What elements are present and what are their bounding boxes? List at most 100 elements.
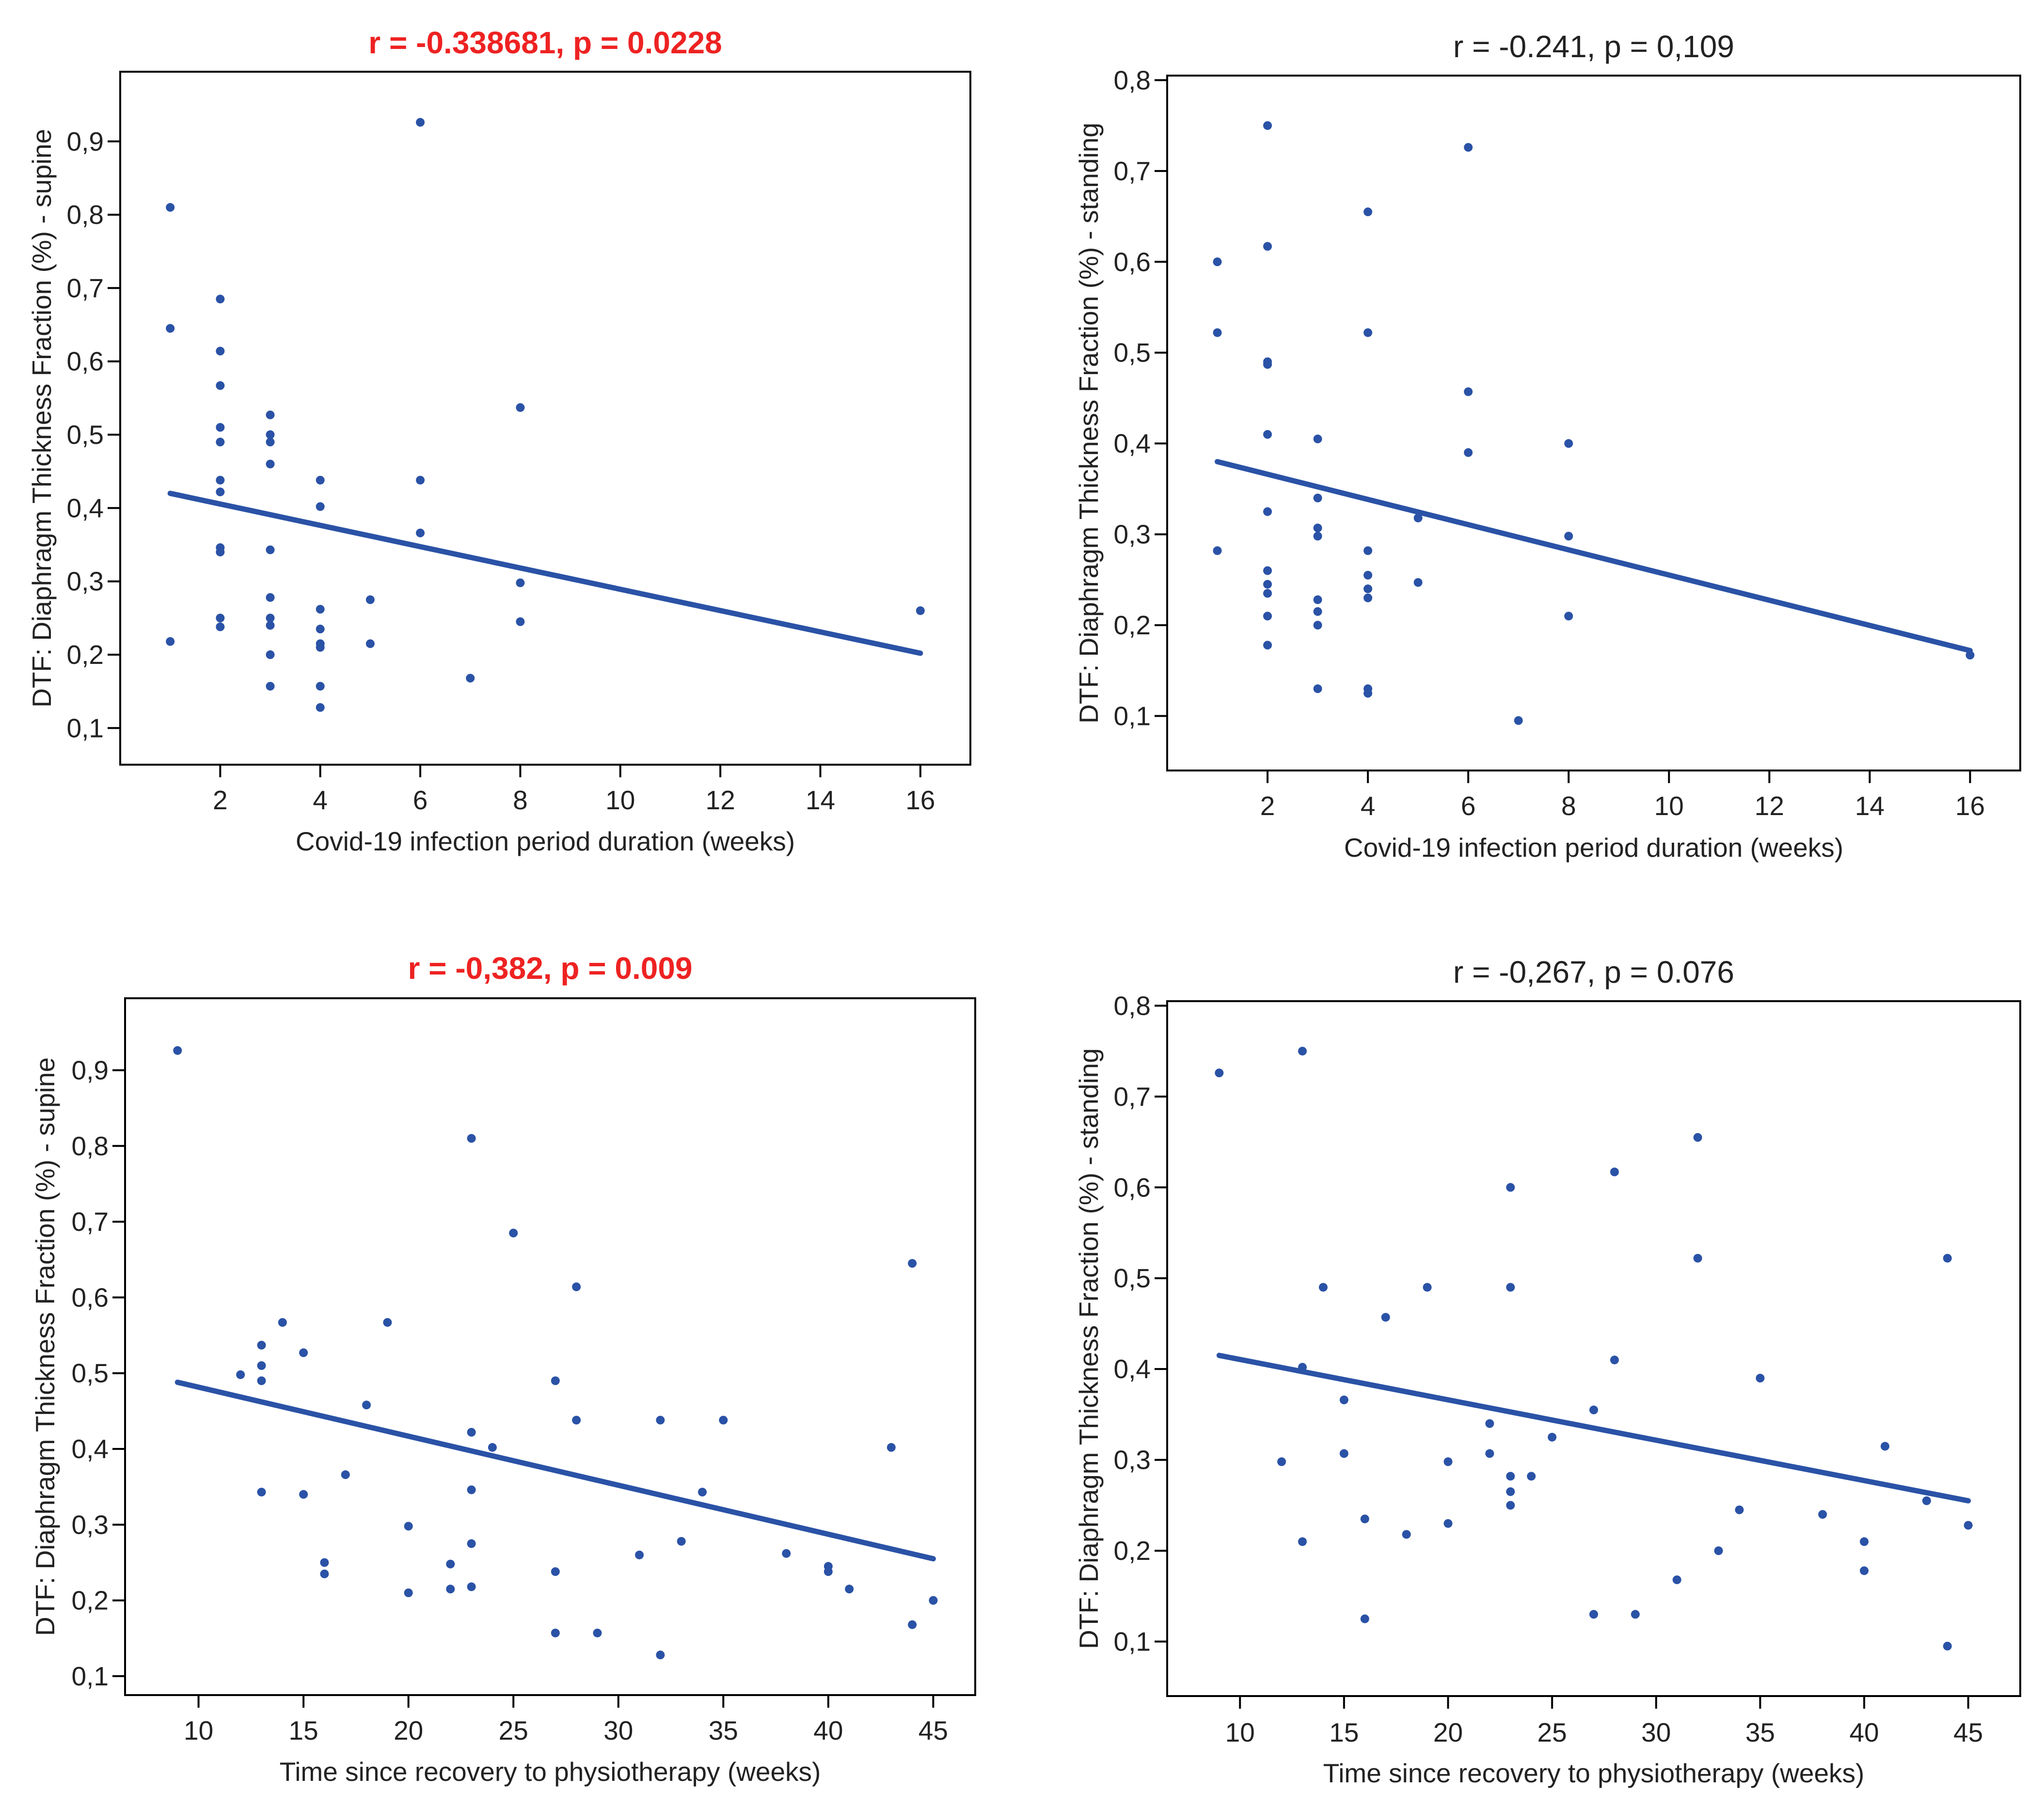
data-point xyxy=(1714,1546,1723,1556)
x-tick-label: 20 xyxy=(1433,1717,1463,1747)
data-point xyxy=(266,621,275,630)
data-point xyxy=(1313,532,1322,541)
data-point xyxy=(551,1376,560,1385)
y-tick-label: 0,1 xyxy=(67,713,104,743)
data-point xyxy=(1860,1566,1869,1575)
data-point xyxy=(173,1046,182,1055)
y-tick-label: 0,7 xyxy=(1114,1082,1151,1112)
data-point xyxy=(635,1550,644,1559)
y-tick-label: 0,2 xyxy=(1114,610,1151,640)
data-point xyxy=(697,1488,707,1497)
data-point xyxy=(316,703,325,712)
y-tick-label: 0,1 xyxy=(1114,1627,1151,1657)
data-point xyxy=(266,613,275,623)
data-point xyxy=(656,1415,665,1425)
data-point xyxy=(299,1348,308,1357)
y-tick-label: 0,8 xyxy=(1114,990,1151,1021)
data-point xyxy=(365,639,375,648)
data-point xyxy=(1423,1283,1432,1292)
data-point xyxy=(466,674,475,683)
y-axis-label: DTF: Diaphragm Thickness Fraction (%) - … xyxy=(30,1057,60,1636)
data-point xyxy=(1263,430,1272,439)
x-tick-label: 45 xyxy=(1953,1717,1983,1747)
data-point xyxy=(1263,589,1272,598)
data-point xyxy=(1313,684,1322,693)
y-tick-label: 0,7 xyxy=(1114,156,1151,186)
data-point xyxy=(1943,1641,1952,1651)
y-tick-label: 0,4 xyxy=(1114,428,1151,458)
regression-line xyxy=(167,490,923,656)
x-axis-label: Covid-19 infection period duration (week… xyxy=(296,826,795,856)
data-point xyxy=(216,622,225,631)
data-point xyxy=(1485,1419,1494,1428)
plot-frame xyxy=(119,71,971,766)
data-point xyxy=(1756,1373,1765,1383)
data-point xyxy=(551,1567,560,1576)
data-point xyxy=(1381,1313,1390,1322)
chart-title: r = -0.241, p = 0,109 xyxy=(1453,29,1734,64)
y-tick-label: 0,4 xyxy=(67,493,104,523)
data-point xyxy=(1277,1457,1286,1466)
x-tick-label: 15 xyxy=(289,1715,318,1745)
data-point xyxy=(257,1361,266,1370)
data-point xyxy=(1506,1501,1515,1510)
y-tick-label: 0,3 xyxy=(72,1509,109,1540)
data-point xyxy=(1263,242,1272,251)
data-point xyxy=(1564,439,1573,448)
chart-panel-2: r = -0.241, p = 0,109 2 4 6 8 10 12 14 16 0,1 0,2 0… xyxy=(1074,29,2021,863)
data-point xyxy=(1298,1537,1307,1546)
data-point xyxy=(516,617,525,626)
data-point xyxy=(824,1567,833,1576)
data-point xyxy=(365,595,375,604)
data-point xyxy=(266,650,275,660)
data-point xyxy=(1363,328,1373,337)
chart-panel-1: r = -0.338681, p = 0.0228 2 4 6 8 10 12 14 16 0,1… xyxy=(27,25,971,856)
x-tick-label: 10 xyxy=(1654,791,1684,821)
data-point xyxy=(266,682,275,691)
data-point xyxy=(845,1585,854,1594)
data-point xyxy=(416,528,425,537)
data-point xyxy=(216,381,225,390)
data-point xyxy=(1610,1355,1619,1365)
y-tick-label: 0,5 xyxy=(67,420,104,450)
data-point xyxy=(266,438,275,447)
data-point xyxy=(1564,532,1573,541)
data-point xyxy=(236,1370,245,1379)
data-point xyxy=(1548,1432,1557,1442)
y-tick-label: 0,5 xyxy=(72,1358,109,1388)
x-tick-label: 6 xyxy=(1461,791,1476,821)
y-tick-label: 0,2 xyxy=(1114,1536,1151,1566)
x-tick-label: 8 xyxy=(513,785,528,815)
data-point xyxy=(1213,546,1222,555)
data-point xyxy=(257,1376,266,1385)
data-point xyxy=(1443,1519,1453,1528)
data-point xyxy=(316,682,325,691)
data-point xyxy=(404,1522,413,1531)
data-point xyxy=(266,545,275,554)
x-tick-label: 30 xyxy=(603,1715,633,1745)
y-tick-label: 0,1 xyxy=(72,1661,109,1691)
data-point xyxy=(166,324,175,333)
data-point xyxy=(1443,1457,1453,1466)
data-point xyxy=(1402,1530,1411,1539)
data-point xyxy=(1589,1610,1598,1619)
data-point xyxy=(467,1428,476,1437)
data-point xyxy=(1464,387,1473,396)
data-point xyxy=(404,1588,413,1597)
plot-frame xyxy=(1166,75,2021,771)
data-point xyxy=(320,1569,329,1578)
data-point xyxy=(1693,1133,1702,1142)
y-tick-label: 0,3 xyxy=(1114,519,1151,550)
data-point xyxy=(1318,1283,1328,1292)
data-point xyxy=(1363,546,1373,555)
data-point xyxy=(1313,607,1322,616)
data-point xyxy=(719,1415,728,1425)
data-point xyxy=(1589,1405,1598,1415)
y-tick-label: 0,6 xyxy=(72,1282,109,1312)
data-point xyxy=(216,346,225,356)
data-point xyxy=(1413,513,1423,522)
y-tick-label: 0,5 xyxy=(1114,338,1151,368)
data-point xyxy=(516,403,525,412)
data-point xyxy=(1527,1472,1536,1481)
x-tick-label: 14 xyxy=(1855,791,1885,821)
